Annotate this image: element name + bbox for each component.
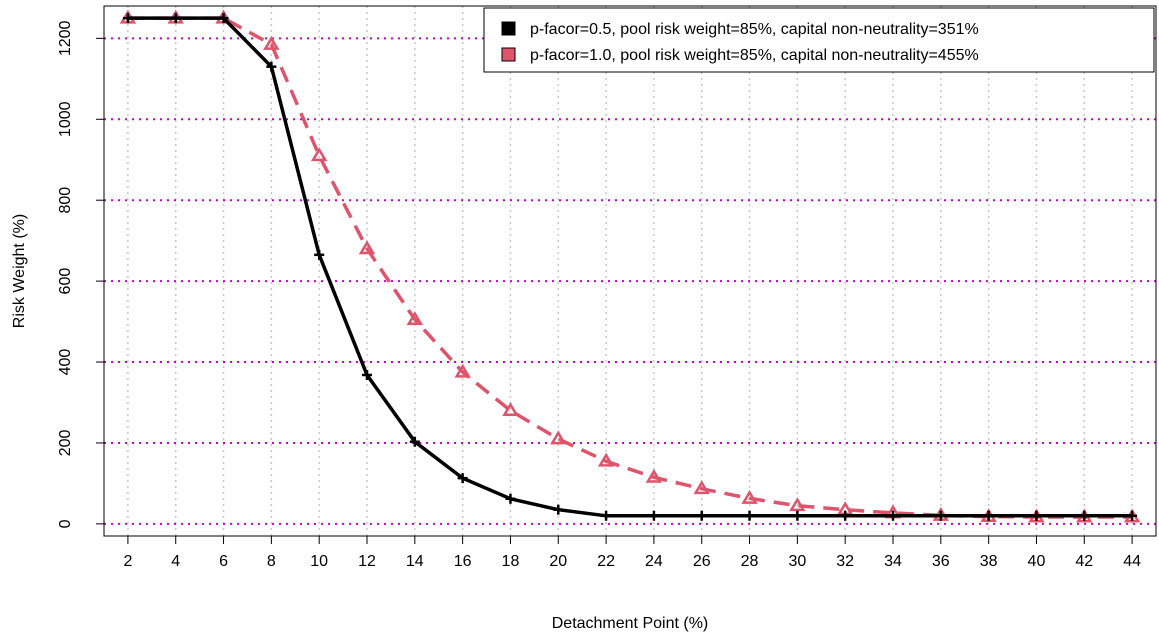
x-tick-label: 24 xyxy=(645,553,663,570)
x-axis-label: Detachment Point (%) xyxy=(552,615,709,632)
data-point-series-1 xyxy=(888,510,898,521)
y-tick-label: 200 xyxy=(57,430,74,457)
x-tick-label: 12 xyxy=(358,553,376,570)
x-tick-label: 34 xyxy=(884,553,902,570)
data-point-series-1 xyxy=(840,510,851,521)
data-point-series-2 xyxy=(597,452,615,467)
x-tick-label: 44 xyxy=(1123,553,1141,570)
x-tick-label: 26 xyxy=(693,553,711,570)
data-point-series-2 xyxy=(454,363,471,378)
y-axis-label: Risk Weight (%) xyxy=(11,214,28,328)
data-point-series-2 xyxy=(406,311,424,325)
x-tick-label: 42 xyxy=(1075,553,1093,570)
series-line-1 xyxy=(127,16,1133,518)
vertical-grid xyxy=(127,6,1133,536)
data-point-series-1 xyxy=(1031,510,1042,521)
x-tick-label: 36 xyxy=(932,553,950,570)
y-tick-label: 600 xyxy=(57,268,74,295)
legend-box xyxy=(483,7,1155,73)
legend: p-facor=0.5, pool risk weight=85%, capit… xyxy=(483,7,1155,73)
data-point-series-1 xyxy=(362,369,372,380)
legend-swatch-2 xyxy=(501,47,516,62)
legend-label-2: p-facor=1.0, pool risk weight=85%, capit… xyxy=(530,47,979,64)
x-tick-label: 8 xyxy=(267,553,276,570)
data-point-series-2 xyxy=(263,35,280,50)
data-point-series-1 xyxy=(170,13,181,24)
y-tick-label: 0 xyxy=(57,519,74,528)
y-axis: 0 200 400 600 800 1000 1200 xyxy=(57,20,105,528)
x-tick-label: 6 xyxy=(219,553,228,570)
plot-frame xyxy=(103,5,1157,537)
y-tick-label: 1000 xyxy=(57,101,74,137)
x-tick-label: 2 xyxy=(123,553,132,570)
x-tick-label: 28 xyxy=(741,553,759,570)
data-point-series-1 xyxy=(744,510,755,521)
x-tick-label: 30 xyxy=(788,553,806,570)
data-point-series-1 xyxy=(122,13,133,24)
series-layer xyxy=(119,9,1141,523)
data-point-series-1 xyxy=(505,493,516,504)
data-point-series-1 xyxy=(935,510,946,521)
data-point-series-1 xyxy=(648,510,659,521)
x-tick-label: 14 xyxy=(406,553,424,570)
data-point-series-2 xyxy=(310,147,328,162)
data-point-series-2 xyxy=(741,489,758,504)
data-point-series-1 xyxy=(314,249,325,260)
data-point-series-1 xyxy=(1127,510,1138,521)
x-tick-label: 22 xyxy=(597,553,615,570)
legend-swatch-1 xyxy=(501,21,516,36)
data-point-series-1 xyxy=(553,504,564,515)
data-point-series-1 xyxy=(696,510,707,521)
data-point-series-1 xyxy=(409,436,420,447)
x-tick-label: 38 xyxy=(980,553,998,570)
data-point-series-2 xyxy=(789,497,806,512)
x-tick-label: 16 xyxy=(454,553,472,570)
x-tick-label: 40 xyxy=(1028,553,1046,570)
data-point-series-1 xyxy=(983,510,994,521)
x-tick-label: 32 xyxy=(836,553,854,570)
data-point-series-2 xyxy=(358,240,376,255)
data-point-series-1 xyxy=(1079,510,1090,521)
data-point-series-2 xyxy=(693,480,710,495)
horizontal-grid xyxy=(104,37,1156,525)
data-point-series-1 xyxy=(601,510,612,521)
x-tick-label: 20 xyxy=(549,553,567,570)
data-point-series-1 xyxy=(218,13,229,24)
y-tick-label: 400 xyxy=(57,349,74,376)
data-point-series-2 xyxy=(550,430,567,445)
data-point-series-1 xyxy=(792,510,803,521)
y-tick-label: 800 xyxy=(57,187,74,214)
x-tick-label: 4 xyxy=(171,553,180,570)
data-point-series-2 xyxy=(502,402,519,417)
series-line-2 xyxy=(127,16,1133,519)
data-point-series-1 xyxy=(266,61,277,72)
y-tick-label: 1200 xyxy=(57,20,74,56)
legend-label-1: p-facor=0.5, pool risk weight=85%, capit… xyxy=(530,21,979,38)
x-tick-label: 10 xyxy=(310,553,328,570)
x-axis: 2 4 6 8 10 12 14 16 18 20 22 24 26 28 30 32 34 36 38 40 42 44 xyxy=(123,535,1141,570)
data-point-series-1 xyxy=(457,473,468,484)
x-tick-label: 18 xyxy=(502,553,520,570)
data-point-series-2 xyxy=(645,468,663,483)
